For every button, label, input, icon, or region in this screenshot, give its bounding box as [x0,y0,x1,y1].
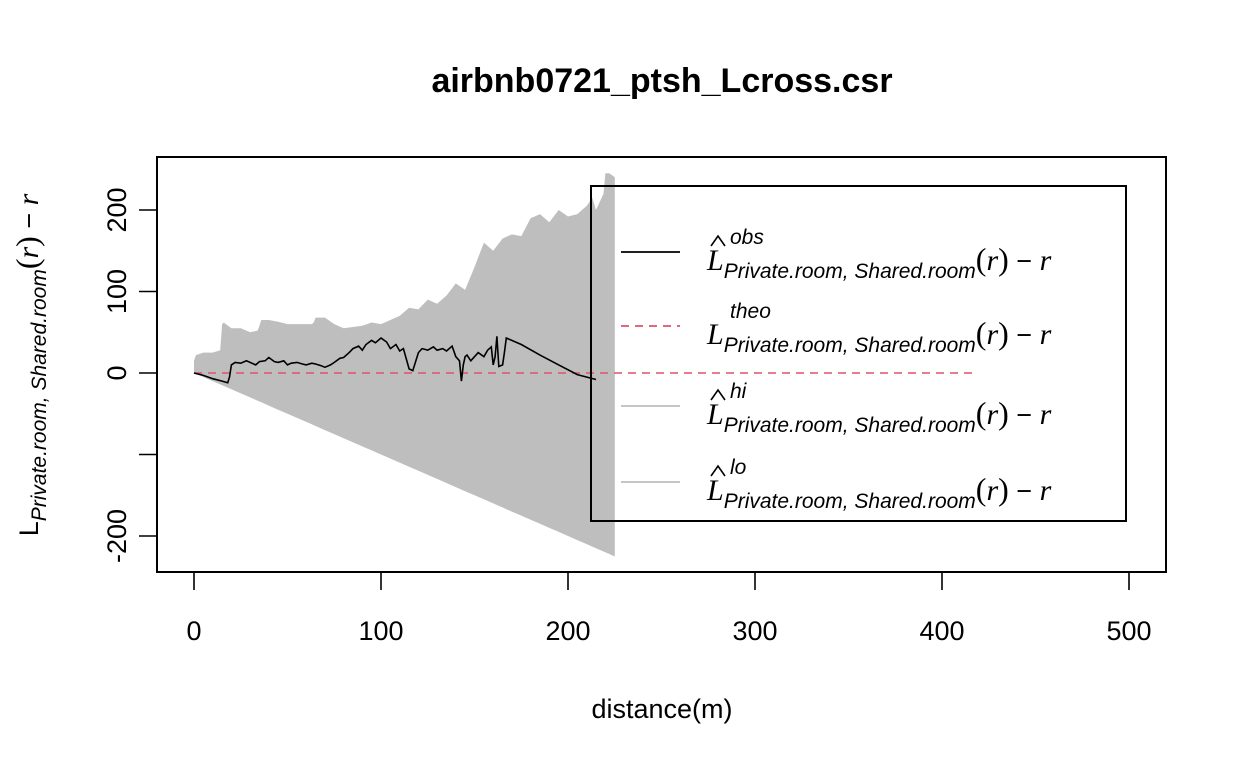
legend-subscript: Private.room, Shared.room [724,260,976,283]
legend-minus: − [1009,400,1040,430]
legend-r: r [1040,474,1052,507]
y-axis-label: LPrivate.room, Shared.room(r) − r [9,193,51,536]
legend-base: L [706,474,724,507]
legend-subscript: Private.room, Shared.room [724,414,976,437]
y-axis-label-r: r [12,193,45,205]
legend-base: L [706,318,724,351]
envelope-layer [194,173,615,557]
legend-paren-close: ) [998,395,1009,431]
legend-r: r [1040,398,1052,431]
legend-var: r [986,244,998,277]
legend-hat-lo [710,464,726,477]
legend-minus: − [1009,320,1040,350]
y-axis-label-minus: − [14,205,44,236]
legend-box [590,185,1127,522]
x-axis-label: distance(m) [591,694,732,724]
x-tick-label: 0 [186,616,201,646]
line-layer [193,336,974,384]
x-tick-label: 200 [545,616,590,646]
legend-paren-open: ( [976,315,987,351]
envelope-band [194,173,615,557]
x-axis: 0 100 200 300 400 500 [186,571,1152,646]
legend-r: r [1040,244,1052,277]
y-tick-label: 100 [102,269,132,314]
y-axis-label-var: r [12,247,45,259]
legend-item-hi: LPrivate.room, Shared.room(r) − rhi [621,380,1052,437]
legend-label-obs: LPrivate.room, Shared.room(r) − r [706,241,1052,283]
legend-subscript: Private.room, Shared.room [724,334,976,357]
y-axis-label-close: ) [9,236,45,247]
legend-superscript-theo: theo [730,300,771,323]
legend-label-hi: LPrivate.room, Shared.room(r) − r [706,395,1052,437]
legend-subscript: Private.room, Shared.room [724,490,976,513]
legend-items: LPrivate.room, Shared.room(r) − robsLPri… [621,226,1052,513]
legend-paren-close: ) [998,471,1009,507]
legend-r: r [1040,318,1052,351]
legend-var: r [986,318,998,351]
legend-item-lo: LPrivate.room, Shared.room(r) − rlo [621,456,1052,513]
legend-superscript-hi: hi [730,380,748,403]
chart-title: airbnb0721_ptsh_Lcross.csr [431,62,892,100]
x-tick-label: 100 [358,616,403,646]
y-tick-label: 200 [102,187,132,232]
legend-hat-obs [710,234,726,247]
legend-paren-open: ( [976,471,987,507]
legend-paren-open: ( [976,241,987,277]
legend-label-theo: LPrivate.room, Shared.room(r) − r [706,315,1052,357]
legend-paren-close: ) [998,315,1009,351]
legend-hat-hi [710,388,726,401]
series-obs-line [193,336,597,384]
legend-base: L [706,398,724,431]
legend-minus: − [1009,246,1040,276]
legend-superscript-obs: obs [730,226,764,249]
legend-superscript-lo: lo [730,456,747,479]
legend-var: r [986,398,998,431]
y-axis: -200 0 100 200 [102,187,158,563]
legend-var: r [986,474,998,507]
legend-label-lo: LPrivate.room, Shared.room(r) − r [706,471,1052,513]
x-tick-label: 400 [919,616,964,646]
x-tick-label: 500 [1106,616,1151,646]
y-tick-label: -200 [102,509,132,563]
legend-minus: − [1009,476,1040,506]
y-tick-label: 0 [102,365,132,380]
y-axis-label-open: ( [9,259,45,270]
y-axis-label-subscript: Private.room, Shared.room [28,269,51,521]
legend: LPrivate.room, Shared.room(r) − robsLPri… [590,185,1127,522]
legend-base: L [706,244,724,277]
legend-paren-close: ) [998,241,1009,277]
y-axis-label-base: L [14,521,44,536]
x-tick-label: 300 [732,616,777,646]
legend-paren-open: ( [976,395,987,431]
